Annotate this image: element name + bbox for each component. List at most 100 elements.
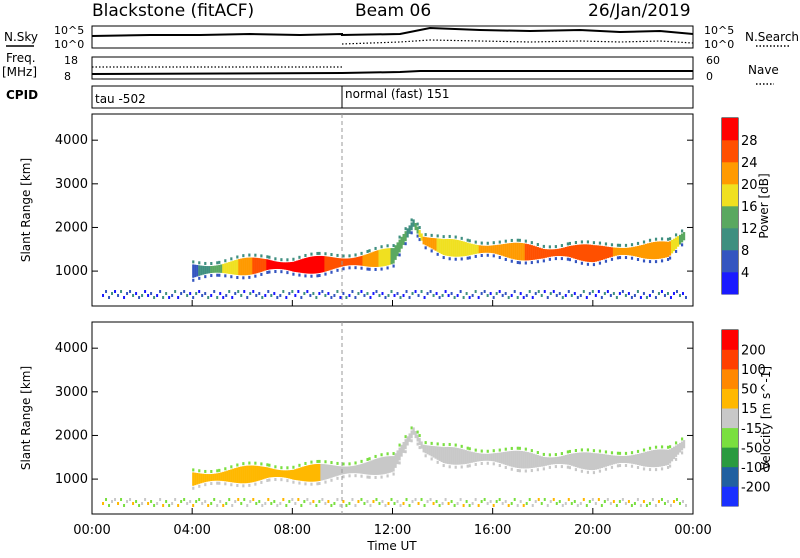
- band-cell: [668, 449, 672, 464]
- nsearch-line: [341, 39, 694, 45]
- band-cell: [392, 456, 395, 472]
- band-cell: [570, 245, 573, 258]
- band-edge-cell: [680, 229, 684, 233]
- band-cell: [666, 241, 670, 257]
- band-edge-cell: [286, 466, 289, 470]
- band-cell: [680, 441, 684, 451]
- band-cell: [370, 252, 373, 267]
- band-cell: [586, 244, 590, 262]
- band-edge-cell: [424, 454, 427, 458]
- band-edge-cell: [610, 243, 614, 247]
- near-range-cell: [657, 500, 660, 503]
- band-cell: [354, 257, 357, 266]
- x-tick-label: 00:00: [674, 523, 711, 538]
- near-range-cell: [639, 504, 642, 507]
- band-cell: [580, 452, 584, 469]
- band-cell: [538, 455, 541, 467]
- near-range-cell: [681, 500, 684, 503]
- band-edge-cell: [198, 469, 201, 473]
- band-cell: [342, 258, 345, 267]
- near-range-cell: [618, 292, 621, 295]
- band-edge-cell: [236, 276, 239, 280]
- band-cell: [596, 453, 600, 470]
- power-colorbar: 4 8 12 16 20 24 28: [722, 118, 758, 295]
- band-cell: [646, 243, 650, 259]
- band-cell: [470, 243, 473, 255]
- band-cell: [414, 431, 417, 439]
- band-cell: [244, 257, 247, 276]
- band-cell: [660, 241, 664, 259]
- band-cell: [318, 255, 321, 274]
- band-cell: [300, 467, 303, 481]
- near-range-cell: [507, 296, 510, 299]
- band-edge-cell: [380, 453, 383, 457]
- band-edge-cell: [324, 252, 327, 256]
- near-range-cell: [579, 294, 582, 297]
- band-cell: [664, 241, 668, 258]
- near-range-cell: [588, 292, 591, 295]
- band-cell: [356, 256, 359, 266]
- nsearch-tick-lo: 10^0: [704, 38, 734, 51]
- near-range-cell: [576, 296, 579, 299]
- near-range-cell: [204, 292, 207, 295]
- band-edge-cell: [280, 270, 283, 274]
- band-cell: [378, 457, 381, 475]
- band-edge-cell: [466, 446, 469, 450]
- band-cell: [268, 467, 271, 478]
- near-range-cell: [633, 294, 636, 297]
- band-cell: [604, 454, 608, 467]
- near-range-cell: [195, 292, 198, 295]
- band-edge-cell: [674, 249, 678, 253]
- near-range-cell: [282, 498, 285, 501]
- near-range-cell: [279, 294, 282, 297]
- band-cell: [254, 465, 257, 482]
- near-range-cell: [672, 500, 675, 503]
- band-edge-cell: [204, 469, 207, 473]
- band-edge-cell: [368, 475, 371, 479]
- band-cell: [544, 249, 547, 258]
- band-edge-cell: [330, 478, 333, 482]
- near-range-cell: [645, 296, 648, 299]
- band-edge-cell: [642, 240, 646, 244]
- band-cell: [406, 228, 409, 238]
- band-edge-cell: [624, 243, 628, 247]
- band-cell: [658, 449, 662, 467]
- band-cell: [384, 248, 387, 266]
- band-cell: [218, 472, 221, 481]
- band-edge-cell: [304, 253, 307, 257]
- band-cell: [486, 453, 489, 461]
- band-cell: [532, 453, 535, 468]
- band-edge-cell: [204, 275, 207, 279]
- near-range-cell: [258, 292, 261, 295]
- band-edge-cell: [616, 256, 620, 260]
- near-range-cell: [222, 296, 225, 299]
- band-edge-cell: [630, 243, 634, 247]
- band-cell: [464, 450, 467, 464]
- band-edge-cell: [630, 256, 634, 260]
- band-cell: [292, 261, 295, 272]
- band-edge-cell: [610, 257, 614, 261]
- band-cell: [308, 464, 311, 482]
- band-cell: [294, 469, 297, 480]
- band-edge-cell: [654, 445, 658, 449]
- band-cell: [386, 456, 389, 474]
- near-range-cell: [447, 502, 450, 505]
- band-edge-cell: [618, 243, 622, 247]
- band-cell: [550, 249, 553, 257]
- band-cell: [236, 467, 239, 484]
- nsearch-tick-hi: 10^5: [704, 24, 734, 37]
- band-cell: [448, 446, 451, 465]
- near-range-cell: [591, 290, 594, 293]
- band-cell: [294, 261, 297, 272]
- x-tick-label: 00:00: [73, 523, 110, 538]
- near-range-cell: [372, 292, 375, 295]
- band-cell: [192, 472, 195, 486]
- band-edge-cell: [474, 240, 477, 244]
- band-edge-cell: [374, 454, 377, 458]
- near-range-cell: [273, 292, 276, 295]
- near-range-cell: [276, 296, 279, 299]
- band-cell: [648, 450, 652, 468]
- near-range-cell: [156, 502, 159, 505]
- near-range-cell: [645, 504, 648, 507]
- band-cell: [452, 447, 455, 465]
